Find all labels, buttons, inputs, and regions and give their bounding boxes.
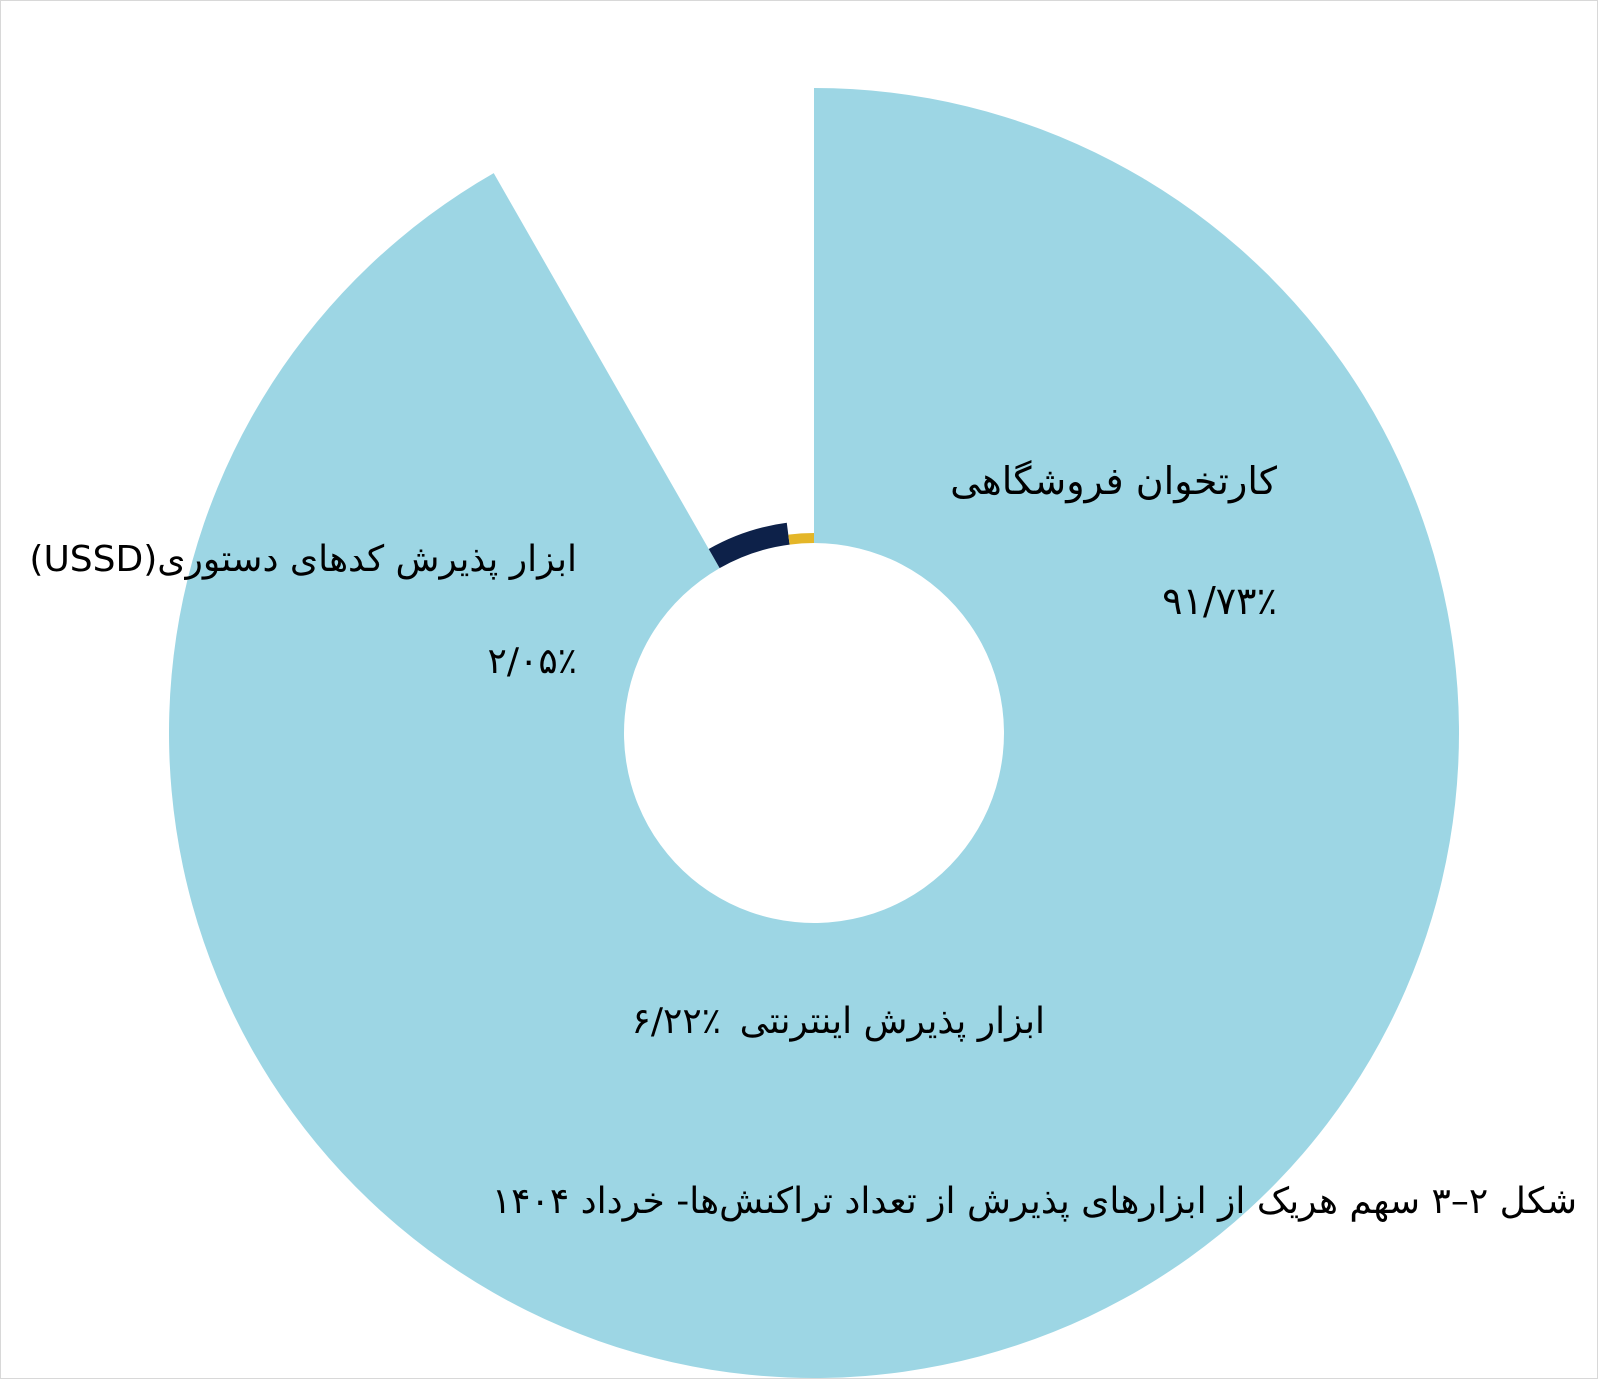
slice-value-internet: ۶/۲۲٪: [631, 1001, 721, 1042]
slice-value-pos: ۹۱/۷۳٪: [1162, 579, 1277, 623]
slice-pos: [169, 88, 1459, 1378]
slice-label-internet: ابزار پذیرش اینترنتی: [739, 1001, 1045, 1042]
slice-internet: [708, 522, 790, 569]
slice-label-ussd: ابزار پذیرش کدهای دستوری(USSD): [29, 539, 577, 580]
slices-group: [169, 88, 1459, 1378]
slice-value-ussd: ۲/۰۵٪: [487, 641, 577, 682]
slice-ussd: [788, 533, 814, 545]
figure-caption: شکل ۲–۳ سهم هریک از ابزارهای پذیرش از تع…: [491, 1181, 1577, 1222]
slice-label-pos: کارتخوان فروشگاهی: [950, 459, 1277, 503]
